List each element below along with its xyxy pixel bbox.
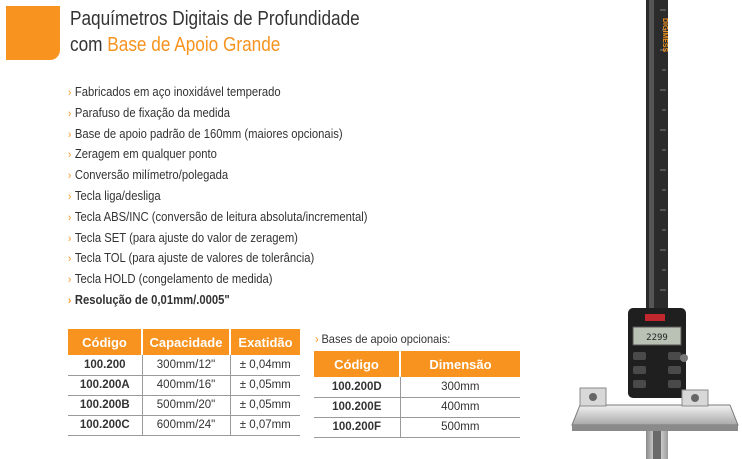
feature-item: › Tecla TOL (para ajuste de valores de to… — [68, 249, 368, 270]
optional-bases-cell: 100.200D — [314, 377, 401, 398]
table-row: 100.200F 500mm — [314, 417, 520, 438]
feature-text: Tecla HOLD (congelamento de medida) — [74, 272, 273, 287]
bullet-arrow-icon: › — [68, 149, 72, 162]
optional-bases-cell: 400mm — [400, 397, 520, 418]
specs-cell: ± 0,04mm — [230, 355, 300, 376]
specs-column-header: Exatidão — [230, 329, 300, 355]
optional-bases-cell: 100.200E — [314, 397, 401, 418]
bullet-arrow-icon: › — [68, 274, 72, 287]
title-highlight: Base de Apoio Grande — [107, 34, 281, 56]
feature-text: Parafuso de fixação da medida — [74, 105, 231, 120]
depth-caliper-image: DIGIMESS 2299 — [571, 0, 739, 459]
feature-item: › Tecla liga/desliga — [68, 187, 368, 208]
optional-bases-cell: 300mm — [400, 377, 520, 398]
feature-item: › Tecla HOLD (congelamento de medida) — [68, 270, 368, 291]
specs-cell: ± 0,07mm — [230, 415, 300, 436]
bullet-arrow-icon: › — [68, 211, 72, 224]
feature-text: Tecla TOL (para ajuste de valores de tol… — [74, 251, 315, 266]
brand-logo-text: DIGIMESS — [661, 18, 668, 53]
optional-bases-table-header: Código Dimensão — [314, 351, 520, 377]
bullet-arrow-icon: › — [68, 232, 72, 245]
feature-text: Base de apoio padrão de 160mm (maiores o… — [74, 126, 343, 141]
specs-cell: ± 0,05mm — [230, 395, 300, 416]
specs-cell: 100.200B — [68, 395, 143, 416]
table-row: 100.200A 400mm/16" ± 0,05mm — [68, 375, 300, 396]
feature-item: › Resolução de 0,01mm/.0005" — [68, 291, 368, 312]
specs-cell: 100.200 — [68, 355, 143, 376]
specs-table-header: Código Capacidade Exatidão — [68, 329, 300, 355]
optional-bases-table: Código Dimensão 100.200D 300mm 100.200E 400m… — [314, 351, 520, 438]
optional-bases-label: › Bases de apoio opcionais: — [315, 332, 450, 346]
feature-item: › Tecla ABS/INC (conversão de leitura abs… — [68, 208, 368, 229]
specs-table: Código Capacidade Exatidão 100.200 300mm/12… — [68, 329, 300, 436]
specs-column-header: Capacidade — [142, 329, 231, 355]
feature-text: Conversão milímetro/polegada — [74, 168, 229, 183]
feature-text: Resolução de 0,01mm/.0005" — [74, 292, 230, 307]
page-title: Paquímetros Digitais de Profundidade com… — [70, 6, 360, 58]
optional-bases-label-text: Bases de apoio opcionais: — [321, 332, 451, 346]
title-line-1: Paquímetros Digitais de Profundidade — [70, 8, 360, 30]
bullet-arrow-icon: › — [68, 190, 72, 203]
feature-text: Zeragem em qualquer ponto — [74, 147, 217, 162]
feature-text: Tecla SET (para ajuste do valor de zerag… — [74, 230, 298, 245]
title-line-2: com Base de Apoio Grande — [70, 32, 360, 58]
feature-item: › Fabricados em aço inoxidável temperado — [68, 83, 368, 104]
bullet-arrow-icon: › — [68, 128, 72, 141]
bullet-arrow-icon: › — [68, 107, 72, 120]
bullet-arrow-icon: › — [68, 87, 72, 99]
bullet-arrow-icon: › — [68, 170, 72, 183]
feature-text: Tecla ABS/INC (conversão de leitura abso… — [74, 209, 368, 224]
table-row: 100.200B 500mm/20" ± 0,05mm — [68, 395, 300, 416]
specs-cell: ± 0,05mm — [230, 375, 300, 396]
optional-bases-column-header: Dimensão — [400, 351, 520, 377]
feature-item: › Base de apoio padrão de 160mm (maiores … — [68, 125, 368, 146]
table-row: 100.200C 600mm/24" ± 0,07mm — [68, 415, 300, 436]
feature-item: › Parafuso de fixação da medida — [68, 104, 368, 125]
bullet-arrow-icon: › — [68, 294, 72, 307]
table-row: 100.200D 300mm — [314, 377, 520, 398]
lcd-readout: 2299 — [646, 333, 668, 343]
lcd-screen — [632, 326, 682, 346]
feature-item: › Tecla SET (para ajuste do valor de zera… — [68, 229, 368, 250]
feature-text: Tecla liga/desliga — [74, 188, 161, 203]
specs-cell: 400mm/16" — [142, 375, 231, 396]
feature-list: › Fabricados em aço inoxidável temperado ›… — [68, 83, 401, 312]
optional-bases-cell: 100.200F — [314, 417, 401, 438]
specs-cell: 600mm/24" — [142, 415, 231, 436]
orange-accent-box — [6, 6, 60, 60]
table-row: 100.200E 400mm — [314, 397, 520, 418]
support-base — [571, 404, 739, 426]
optional-bases-cell: 500mm — [400, 417, 520, 438]
title-prefix: com — [70, 34, 108, 56]
specs-column-header: Código — [68, 329, 143, 355]
feature-item: › Conversão milímetro/polegada — [68, 166, 368, 187]
bullet-arrow-icon: › — [315, 332, 319, 346]
specs-cell: 100.200A — [68, 375, 143, 396]
specs-cell: 300mm/12" — [142, 355, 231, 376]
specs-cell: 500mm/20" — [142, 395, 231, 416]
bullet-arrow-icon: › — [68, 253, 72, 266]
specs-cell: 100.200C — [68, 415, 143, 436]
optional-bases-column-header: Código — [314, 351, 401, 377]
feature-item: › Zeragem em qualquer ponto — [68, 145, 368, 166]
feature-text: Fabricados em aço inoxidável temperado — [74, 85, 281, 99]
table-row: 100.200 300mm/12" ± 0,04mm — [68, 355, 300, 376]
